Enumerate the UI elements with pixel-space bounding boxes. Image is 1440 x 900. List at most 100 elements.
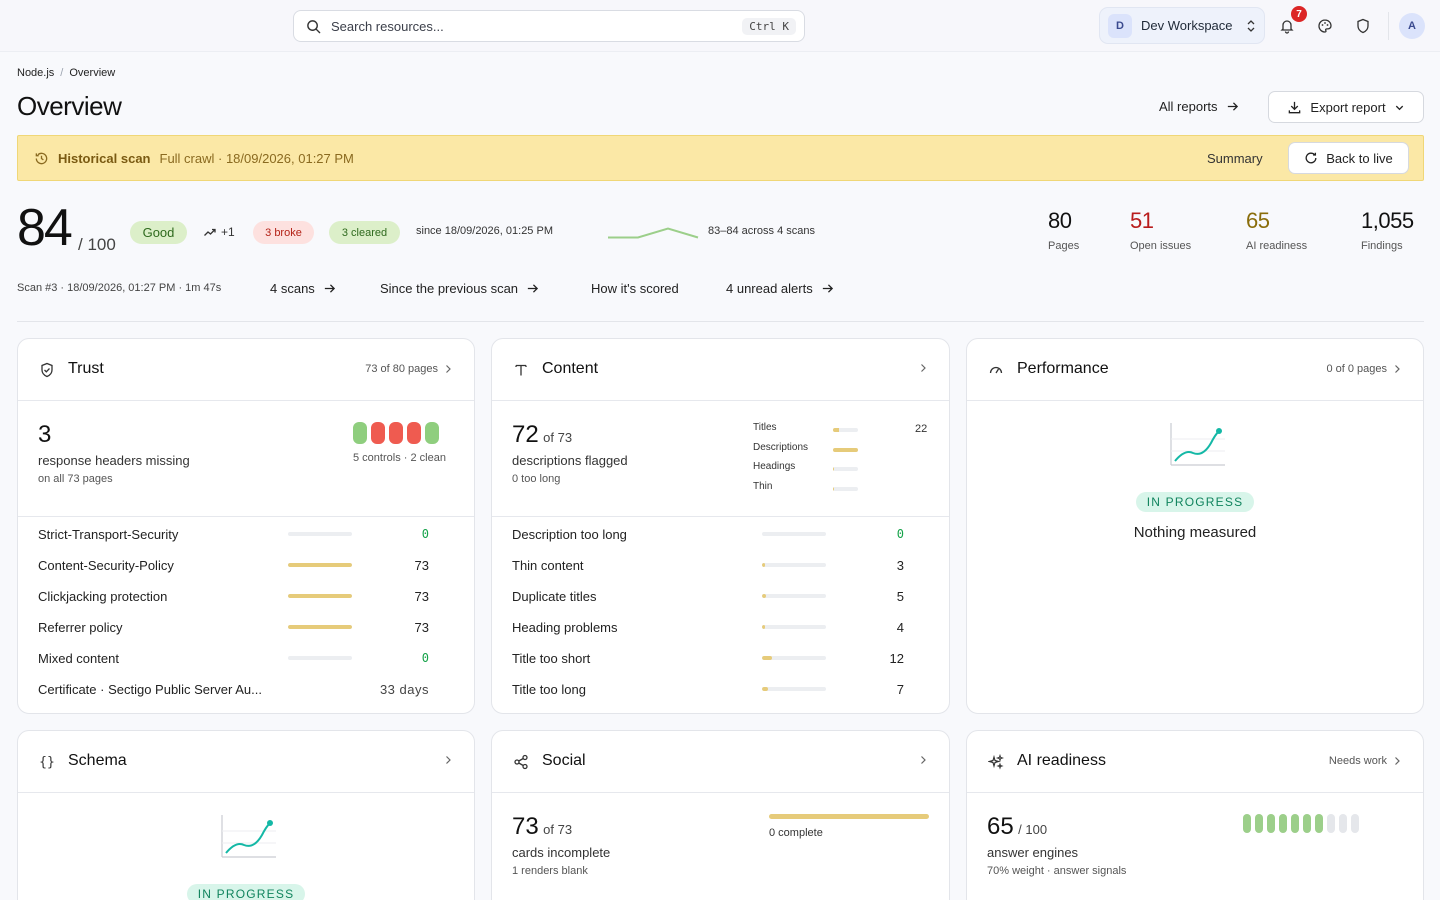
back-to-live-button[interactable]: Back to live	[1288, 142, 1409, 174]
broke-badge[interactable]: 3 broke	[253, 221, 314, 244]
performance-card-meta[interactable]: 0 of 0 pages	[1326, 363, 1401, 375]
how-scored-link-label: How it's scored	[591, 281, 679, 296]
chart-illustration-icon	[221, 815, 276, 858]
security-button[interactable]	[1350, 13, 1376, 39]
performance-status-wrap: IN PROGRESS	[967, 492, 1423, 512]
ai-readiness-card: AI readiness Needs work 65 / 100 answer …	[966, 730, 1424, 900]
trust-card-meta[interactable]: 73 of 80 pages	[365, 363, 452, 375]
content-card-open[interactable]	[920, 363, 927, 373]
summary-link[interactable]: Summary	[1207, 151, 1263, 166]
chevron-updown-icon	[1247, 19, 1255, 32]
stat-open-issues-label: Open issues	[1130, 240, 1192, 252]
control-segment	[371, 422, 385, 444]
chart-illustration-icon	[1170, 423, 1225, 466]
content-card-title: Content	[542, 360, 599, 377]
performance-card-header[interactable]: Performance 0 of 0 pages	[967, 339, 1423, 401]
content-issue-row[interactable]: Duplicate titles 5	[512, 587, 929, 607]
ai-readiness-segment	[1327, 814, 1335, 833]
schema-card-header[interactable]: {} Schema	[18, 731, 474, 793]
sparkles-icon	[987, 753, 1005, 771]
unread-alerts-link[interactable]: 4 unread alerts	[726, 281, 834, 296]
stat-pages-value: 80	[1048, 208, 1072, 233]
performance-card: Performance 0 of 0 pages IN PROGRESS Not…	[966, 338, 1424, 714]
social-incomplete-sub: 1 renders blank	[512, 865, 588, 877]
content-card: Content 72 of 73 descriptions flagged 0 …	[491, 338, 950, 714]
workspace-switcher[interactable]: D Dev Workspace	[1099, 7, 1265, 44]
content-issue-row-label: Title too short	[512, 651, 591, 666]
trust-control-row-count: 73	[414, 620, 429, 635]
scans-link[interactable]: 4 scans	[270, 281, 336, 296]
theme-button[interactable]	[1312, 13, 1338, 39]
content-issue-row-count: 5	[896, 589, 904, 604]
search-input[interactable]: Search resources... Ctrl K	[293, 10, 805, 42]
content-issue-row[interactable]: Title too short 12	[512, 649, 929, 669]
breakdown-bar	[833, 486, 858, 491]
notifications-button[interactable]	[1274, 13, 1300, 39]
social-card-header[interactable]: Social	[492, 731, 949, 793]
trust-control-row-label: Content-Security-Policy	[38, 558, 174, 573]
content-issue-row[interactable]: Heading problems 4	[512, 618, 929, 638]
trust-control-row[interactable]: Mixed content 0	[38, 649, 454, 669]
social-complete-bar	[769, 814, 929, 819]
schema-card-title: Schema	[68, 752, 127, 769]
chevron-right-icon	[921, 364, 926, 372]
schema-status-wrap: IN PROGRESS	[18, 884, 474, 900]
trust-divider	[18, 516, 474, 517]
social-incomplete-num: 73	[512, 813, 539, 840]
content-card-header[interactable]: Content	[492, 339, 949, 401]
trust-missing-sub: on all 73 pages	[38, 473, 113, 485]
control-segment	[425, 422, 439, 444]
trust-control-row[interactable]: Clickjacking protection 73	[38, 587, 454, 607]
how-scored-link[interactable]: How it's scored	[591, 281, 679, 296]
content-flagged-of: of 73	[543, 430, 573, 445]
certificate-row[interactable]: Certificate · Sectigo Public Server Au..…	[38, 680, 454, 700]
trust-card-header[interactable]: Trust 73 of 80 pages	[18, 339, 474, 401]
chevron-right-icon	[446, 756, 451, 764]
trust-control-row-bar	[288, 563, 352, 567]
chevron-right-icon	[446, 365, 451, 373]
performance-empty-text: Nothing measured	[1133, 524, 1257, 541]
trust-control-row-label: Clickjacking protection	[38, 589, 168, 604]
search-placeholder: Search resources...	[331, 18, 444, 34]
schema-card-open[interactable]	[445, 755, 452, 765]
overall-score: 84	[17, 199, 73, 257]
trust-control-row[interactable]: Strict-Transport-Security 0	[38, 525, 454, 545]
workspace-avatar: D	[1108, 13, 1132, 38]
refresh-icon	[1305, 152, 1317, 164]
cleared-badge[interactable]: 3 cleared	[329, 221, 400, 244]
control-segment	[407, 422, 421, 444]
notification-badge: 7	[1291, 6, 1307, 22]
stat-ai-readiness: 65 AI readiness	[1246, 208, 1307, 252]
content-issue-row[interactable]: Thin content 3	[512, 556, 929, 576]
historical-scan-info: Historical scan Full crawl · 18/09/2026,…	[34, 151, 354, 166]
trust-control-row-label: Mixed content	[38, 651, 119, 666]
ai-readiness-segment	[1267, 814, 1275, 833]
trust-controls-meter	[353, 422, 443, 449]
score-delta-value: +1	[221, 225, 235, 239]
export-report-button[interactable]: Export report	[1268, 91, 1424, 123]
trust-control-row-bar	[288, 625, 352, 629]
since-previous-link[interactable]: Since the previous scan	[380, 281, 539, 296]
content-issue-row[interactable]: Title too long 7	[512, 680, 929, 700]
breadcrumb-item-project[interactable]: Node.js	[17, 67, 55, 79]
trust-missing-desc: response headers missing	[38, 453, 190, 468]
chevron-right-icon	[1395, 757, 1400, 765]
control-segment	[353, 422, 367, 444]
ai-readiness-card-meta[interactable]: Needs work	[1329, 755, 1401, 767]
content-issue-row[interactable]: Description too long 0	[512, 525, 929, 545]
trust-control-row[interactable]: Referrer policy 73	[38, 618, 454, 638]
toolbar-divider	[1388, 12, 1389, 40]
content-issue-row-label: Thin content	[512, 558, 584, 573]
user-avatar[interactable]: A	[1399, 13, 1425, 39]
text-icon	[512, 361, 530, 379]
stat-open-issues: 51 Open issues	[1130, 208, 1191, 252]
all-reports-link[interactable]: All reports	[1159, 99, 1239, 114]
trust-control-row[interactable]: Content-Security-Policy 73	[38, 556, 454, 576]
content-issue-row-count: 4	[896, 620, 904, 635]
score-range: 83–84 across 4 scans	[708, 225, 816, 237]
schema-card: {} Schema IN PROGRESS	[17, 730, 475, 900]
control-segment	[389, 422, 403, 444]
ai-readiness-card-header[interactable]: AI readiness Needs work	[967, 731, 1423, 793]
social-card-open[interactable]	[920, 755, 927, 765]
ai-readiness-segment	[1315, 814, 1323, 833]
